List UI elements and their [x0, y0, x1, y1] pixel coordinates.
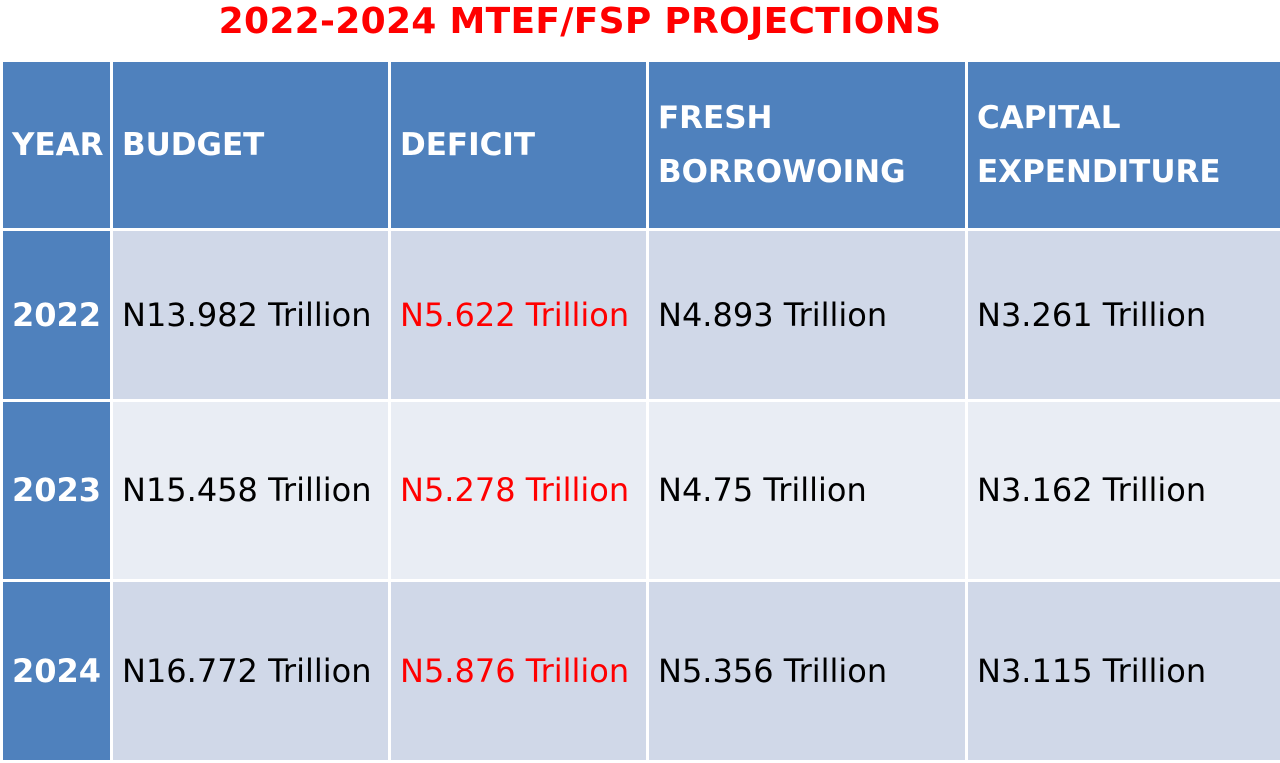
year-cell: 2024 — [0, 578, 113, 763]
header-year: YEAR — [0, 59, 113, 231]
header-fresh-line2: BORROWOING — [658, 154, 906, 190]
header-deficit-label: DEFICIT — [400, 127, 536, 163]
header-capital-line2: EXPENDITURE — [977, 154, 1221, 190]
fresh-borrowing-cell: N4.75 Trillion — [646, 399, 968, 582]
capital-expenditure-cell: N3.261 Trillion — [965, 227, 1280, 403]
deficit-cell: N5.278 Trillion — [388, 399, 649, 582]
header-year-label: YEAR — [12, 127, 104, 163]
header-capital-expenditure: CAPITAL EXPENDITURE — [965, 59, 1280, 231]
capital-expenditure-cell: N3.162 Trillion — [965, 399, 1280, 582]
budget-cell: N13.982 Trillion — [110, 227, 391, 403]
header-capital-line1: CAPITAL — [977, 100, 1121, 136]
budget-cell: N15.458 Trillion — [110, 399, 391, 582]
table-row: 2024 N16.772 Trillion N5.876 Trillion N5… — [0, 578, 1280, 763]
deficit-cell: N5.876 Trillion — [388, 578, 649, 763]
year-cell: 2022 — [0, 227, 113, 403]
budget-cell: N16.772 Trillion — [110, 578, 391, 763]
page-title: 2022-2024 MTEF/FSP PROJECTIONS — [218, 1, 942, 42]
header-budget-label: BUDGET — [122, 127, 265, 163]
fresh-borrowing-cell: N5.356 Trillion — [646, 578, 968, 763]
table-row: 2022 N13.982 Trillion N5.622 Trillion N4… — [0, 227, 1280, 403]
table-row: 2023 N15.458 Trillion N5.278 Trillion N4… — [0, 399, 1280, 582]
header-deficit: DEFICIT — [388, 59, 649, 231]
year-cell: 2023 — [0, 399, 113, 582]
header-fresh-line1: FRESH — [658, 100, 773, 136]
deficit-cell: N5.622 Trillion — [388, 227, 649, 403]
table-header-row: YEAR BUDGET DEFICIT FRESH BORROWOING CAPI… — [0, 59, 1280, 231]
header-fresh-borrowing: FRESH BORROWOING — [646, 59, 968, 231]
projections-table: YEAR BUDGET DEFICIT FRESH BORROWOING CAPI… — [0, 59, 1280, 763]
capital-expenditure-cell: N3.115 Trillion — [965, 578, 1280, 763]
header-budget: BUDGET — [110, 59, 391, 231]
fresh-borrowing-cell: N4.893 Trillion — [646, 227, 968, 403]
